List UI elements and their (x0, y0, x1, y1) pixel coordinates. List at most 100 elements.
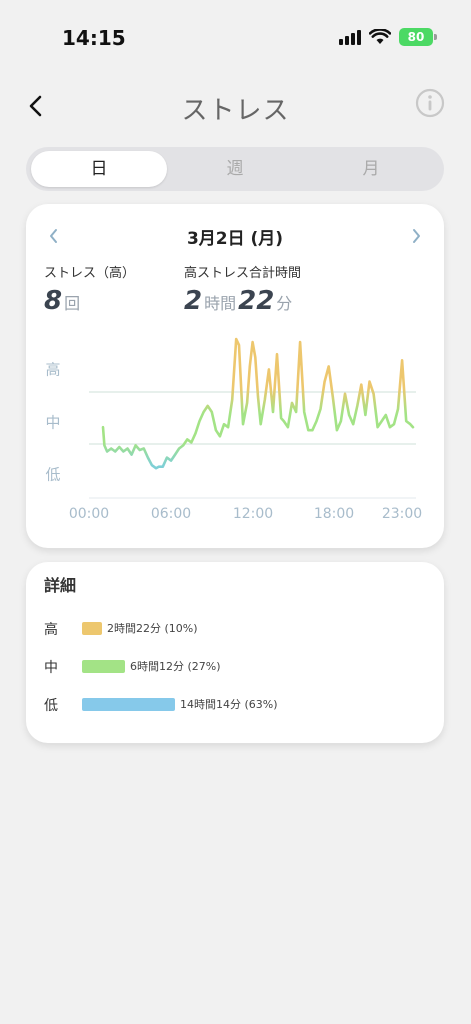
stress-data-point (246, 402, 248, 404)
stress-data-point (303, 411, 305, 413)
detail-bar-high (82, 622, 102, 635)
stress-data-point (242, 423, 244, 425)
high-stress-duration-label: 高ストレス合計時間 (184, 266, 302, 281)
duration-hours-value: 2 (184, 286, 203, 316)
detail-level-label: 低 (44, 698, 58, 714)
date-navigator: 3月2日 (月) (26, 222, 444, 250)
stress-data-point (344, 393, 346, 395)
stress-data-point (397, 408, 399, 410)
stress-chart-card: 3月2日 (月) ストレス（高） 8 回 高ストレス合計時間 2 時間 22 分… (26, 204, 444, 548)
stress-data-point (158, 466, 160, 468)
stress-data-point (295, 411, 297, 413)
detail-value-text: 6時間12分 (27%) (130, 660, 221, 673)
stress-data-point (106, 451, 108, 453)
page-title: ストレス (181, 96, 290, 126)
stress-data-point (389, 426, 391, 428)
stress-data-point (170, 460, 172, 462)
stress-data-point (385, 414, 387, 416)
chevron-left-icon (29, 95, 42, 117)
date-label: 3月2日 (月) (186, 229, 284, 249)
x-tick-label: 12:00 (233, 506, 273, 522)
stress-data-point (340, 420, 342, 422)
stress-data-point (151, 464, 153, 466)
high-stress-count-unit: 回 (64, 294, 81, 313)
stress-data-point (238, 344, 240, 346)
stress-data-point (227, 426, 229, 428)
stress-data-point (332, 396, 334, 398)
stress-data-point (324, 381, 326, 383)
stress-data-point (207, 405, 209, 407)
detail-row-high: 高 2時間22分 (10%) (26, 617, 444, 641)
detail-bar-low (82, 698, 175, 711)
stress-data-point (405, 420, 407, 422)
stress-data-point (268, 369, 270, 371)
status-bar: 14:15 80 (0, 0, 471, 76)
stress-data-point (114, 451, 116, 453)
stress-data-point (147, 457, 149, 459)
stress-data-point (320, 408, 322, 410)
back-button[interactable] (18, 88, 54, 124)
stress-data-point (276, 353, 278, 355)
stress-data-point (393, 423, 395, 425)
detail-row-mid: 中 6時間12分 (27%) (26, 655, 444, 679)
nav-bar: ストレス (0, 80, 471, 136)
stress-data-point (308, 429, 310, 431)
stress-data-point (203, 411, 205, 413)
stress-data-point (223, 423, 225, 425)
stress-data-point (155, 467, 157, 469)
stress-data-point (412, 426, 414, 428)
x-tick-label: 18:00 (314, 506, 354, 522)
status-time: 14:15 (62, 26, 126, 50)
detail-level-label: 中 (44, 660, 58, 676)
detail-card: 詳細 高 2時間22分 (10%) 中 6時間12分 (27%) 低 14時間1… (26, 562, 444, 743)
stress-data-point (377, 426, 379, 428)
stress-data-point (260, 423, 262, 425)
detail-level-label: 高 (44, 622, 58, 638)
stress-data-point (381, 420, 383, 422)
tab-month[interactable]: 月 (362, 159, 380, 179)
stress-data-point (162, 466, 164, 468)
x-tick-label: 00:00 (69, 506, 109, 522)
stress-data-point (401, 360, 403, 362)
stress-data-point (195, 433, 197, 435)
stress-data-point (336, 429, 338, 431)
stress-data-point (255, 357, 257, 359)
stress-data-point (348, 414, 350, 416)
status-icons: 80 (339, 28, 437, 46)
next-date-button[interactable] (402, 222, 430, 250)
stress-data-point (231, 399, 233, 401)
tab-day[interactable]: 日 (31, 151, 167, 187)
x-tick-label: 06:00 (151, 506, 191, 522)
stress-data-point (369, 381, 371, 383)
stress-data-point (211, 411, 213, 413)
duration-minutes-value: 22 (238, 286, 275, 316)
stress-line-chart: 高中低 00:00 06:00 12:00 18:00 23:00 (45, 337, 422, 522)
previous-date-button[interactable] (40, 222, 68, 250)
high-stress-duration: 2 時間 22 分 (184, 286, 294, 316)
detail-value-text: 14時間14分 (63%) (180, 698, 278, 711)
high-stress-count: 8 回 (44, 286, 82, 316)
y-category-label: 低 (45, 466, 60, 484)
detail-row-low: 低 14時間14分 (63%) (26, 693, 444, 717)
battery-icon: 80 (399, 28, 437, 46)
stress-data-point (235, 338, 237, 340)
y-category-label: 高 (45, 361, 60, 379)
detail-value-text: 2時間22分 (10%) (107, 622, 198, 635)
stress-data-point (123, 451, 125, 453)
stress-data-point (257, 396, 259, 398)
stress-data-point (410, 423, 412, 425)
stress-data-point (219, 436, 221, 438)
duration-minutes-unit: 分 (276, 294, 293, 313)
chevron-right-icon (413, 229, 420, 243)
stress-data-point (249, 366, 251, 368)
stress-data-point (373, 393, 375, 395)
stress-series-line (101, 337, 415, 470)
stress-data-point (199, 420, 201, 422)
info-button[interactable] (415, 88, 445, 118)
stress-data-point (182, 445, 184, 447)
cellular-signal-icon (339, 29, 361, 45)
stress-data-point (365, 414, 367, 416)
stress-data-point (280, 417, 282, 419)
tab-week[interactable]: 週 (226, 159, 244, 179)
info-icon (415, 88, 445, 118)
